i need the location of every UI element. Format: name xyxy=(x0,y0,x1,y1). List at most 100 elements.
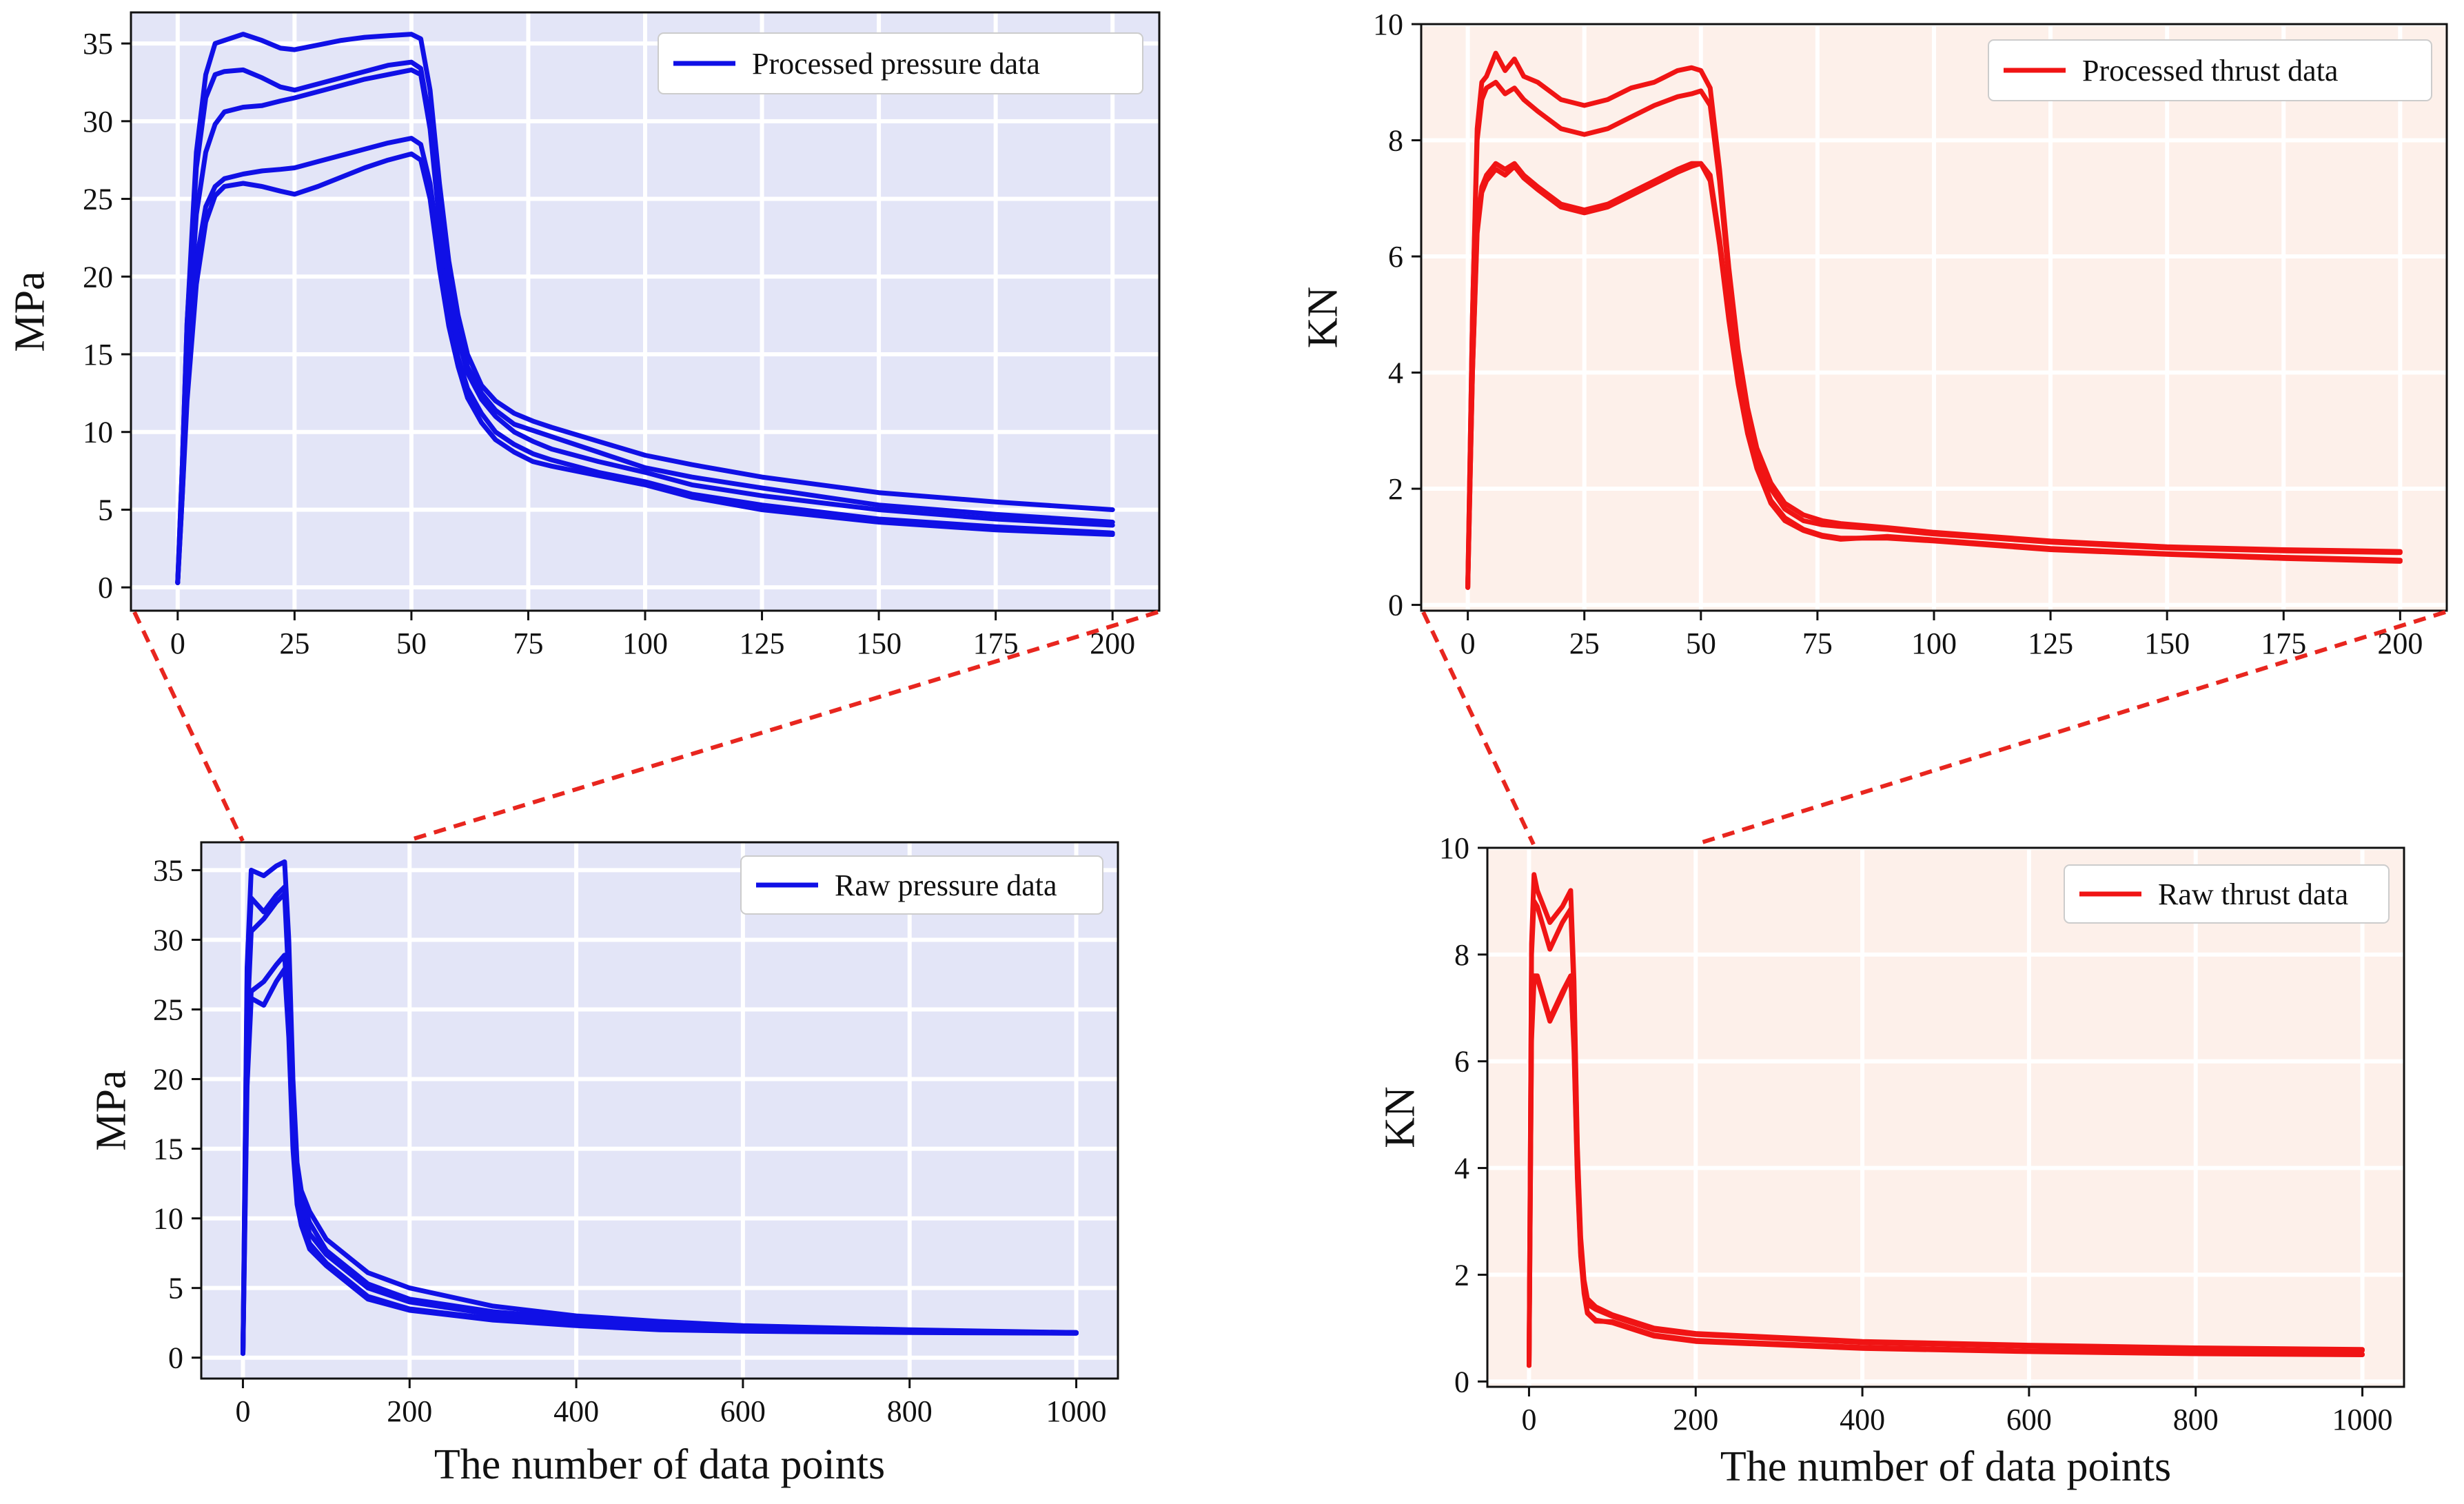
x-tick-label: 175 xyxy=(973,627,1019,660)
x-tick-label: 1000 xyxy=(2332,1403,2393,1436)
y-tick-label: 8 xyxy=(1454,938,1469,972)
x-tick-label: 600 xyxy=(720,1394,766,1428)
x-tick-label: 50 xyxy=(1686,627,1716,660)
x-tick-label: 75 xyxy=(1802,627,1833,660)
series-group xyxy=(1527,872,2365,1368)
chart-thrust-processed: 0 25 50 75 100 125 150 175 2000246810KNProcessed… xyxy=(1300,8,2448,660)
x-tick-label: 100 xyxy=(622,627,668,660)
x-tick-label: 125 xyxy=(2028,627,2073,660)
plot-background xyxy=(201,842,1118,1379)
x-tick-label: 25 xyxy=(279,627,309,660)
connector-pressure-right xyxy=(406,610,1159,843)
series-line-run-3 xyxy=(175,67,1115,585)
y-tick-label: 0 xyxy=(1388,589,1403,622)
legend-box xyxy=(740,855,1103,915)
legend: Processed thrust data xyxy=(1988,39,2432,101)
x-tick-label: 0 xyxy=(1521,1403,1536,1436)
x-tick-label: 175 xyxy=(2261,627,2306,660)
y-tick-label: 4 xyxy=(1454,1152,1469,1186)
y-tick-label: 6 xyxy=(1388,240,1403,274)
x-tick-label: 200 xyxy=(1673,1403,1718,1436)
series-line-run-1 xyxy=(175,32,1115,585)
x-tick-label: 75 xyxy=(513,627,543,660)
series-line-run-3 xyxy=(241,891,1079,1356)
y-axis-label: KN xyxy=(1300,287,1347,349)
chart-thrust-raw: 0 200 400 600 800 1000 0 2 4 6 8 10 KN The number of … xyxy=(1377,831,2405,1490)
series-line-run-5 xyxy=(241,966,1079,1356)
y-tick-label: 30 xyxy=(153,923,183,957)
y-tick-label: 10 xyxy=(83,416,113,449)
y-axis-label: MPa xyxy=(7,271,54,352)
y-tick-label: 20 xyxy=(153,1063,183,1097)
legend-label: Processed pressure data xyxy=(752,47,1040,81)
series-line-run-5 xyxy=(175,151,1115,585)
series-group xyxy=(175,32,1115,585)
y-tick-label: 0 xyxy=(1454,1365,1469,1399)
x-tick-label: 200 xyxy=(387,1394,432,1428)
y-axis-label: KN xyxy=(1377,1086,1424,1148)
x-tick-label: 400 xyxy=(1840,1403,1885,1436)
y-tick-label: 10 xyxy=(1439,831,1469,865)
y-tick-label: 0 xyxy=(98,571,113,604)
x-tick-label: 0 xyxy=(1460,627,1476,660)
connector-thrust-left xyxy=(1421,611,1536,846)
y-tick-label: 20 xyxy=(83,260,113,294)
y-tick-label: 10 xyxy=(153,1202,183,1236)
series-line-run-4 xyxy=(1527,973,2365,1368)
y-tick-label: 30 xyxy=(83,105,113,139)
legend-label: Raw pressure data xyxy=(835,868,1057,902)
x-tick-label: 800 xyxy=(2173,1403,2219,1436)
x-tick-label: 125 xyxy=(740,627,785,660)
y-tick-label: 8 xyxy=(1388,124,1403,158)
y-tick-label: 2 xyxy=(1388,472,1403,506)
legend-box xyxy=(1988,39,2432,101)
legend-box xyxy=(2064,864,2390,924)
chart-pressure-processed: 0 25 50 75 100 125 150 175 20005101520253035MPaP… xyxy=(7,11,1161,660)
legend: Raw pressure data xyxy=(740,855,1103,915)
x-axis-label: The number of data points xyxy=(1720,1443,2171,1490)
series-line-run-2 xyxy=(1465,79,2403,590)
x-tick-label: 0 xyxy=(170,627,185,660)
y-tick-label: 4 xyxy=(1388,356,1403,390)
legend-box xyxy=(658,32,1143,94)
y-tick-label: 0 xyxy=(168,1341,183,1375)
x-tick-label: 50 xyxy=(396,627,427,660)
y-tick-label: 15 xyxy=(83,338,113,372)
plot-background xyxy=(1487,848,2404,1387)
x-tick-label: 100 xyxy=(1911,627,1957,660)
y-tick-label: 10 xyxy=(1373,8,1403,41)
series-line-run-4 xyxy=(1465,161,2403,590)
x-tick-label: 150 xyxy=(2144,627,2190,660)
x-tick-label: 150 xyxy=(856,627,902,660)
series-group xyxy=(241,859,1079,1356)
connector-thrust-right xyxy=(1695,610,2446,846)
plot-frame xyxy=(1486,846,2405,1388)
y-tick-label: 25 xyxy=(83,183,113,216)
series-line-run-4 xyxy=(175,136,1115,585)
y-tick-label: 15 xyxy=(153,1132,183,1166)
y-tick-label: 5 xyxy=(98,493,113,527)
legend-label: Raw thrust data xyxy=(2158,877,2348,911)
series-group xyxy=(1465,50,2403,590)
y-tick-label: 25 xyxy=(153,993,183,1026)
y-tick-label: 2 xyxy=(1454,1258,1469,1292)
y-tick-label: 6 xyxy=(1454,1045,1469,1079)
x-tick-label: 1000 xyxy=(1046,1394,1107,1428)
legend-label: Processed thrust data xyxy=(2082,54,2338,88)
legend: Processed pressure data xyxy=(658,32,1143,94)
y-tick-label: 5 xyxy=(168,1272,183,1305)
x-tick-label: 25 xyxy=(1569,627,1600,660)
y-axis-label: MPa xyxy=(88,1070,135,1150)
x-tick-label: 400 xyxy=(553,1394,599,1428)
grid xyxy=(131,12,1159,611)
zoom-connectors xyxy=(132,610,2446,846)
series-line-run-1 xyxy=(241,859,1079,1356)
y-tick-label: 35 xyxy=(83,27,113,61)
y-tick-label: 35 xyxy=(153,853,183,887)
plot-frame xyxy=(200,841,1119,1380)
chart-pressure-raw: 0 200 400 600 800 1000 0 5 10 15 20 25 30 35 MPa The nu… xyxy=(88,841,1119,1488)
connector-pressure-left xyxy=(132,611,245,842)
x-tick-label: 800 xyxy=(887,1394,933,1428)
legend: Raw thrust data xyxy=(2064,864,2390,924)
